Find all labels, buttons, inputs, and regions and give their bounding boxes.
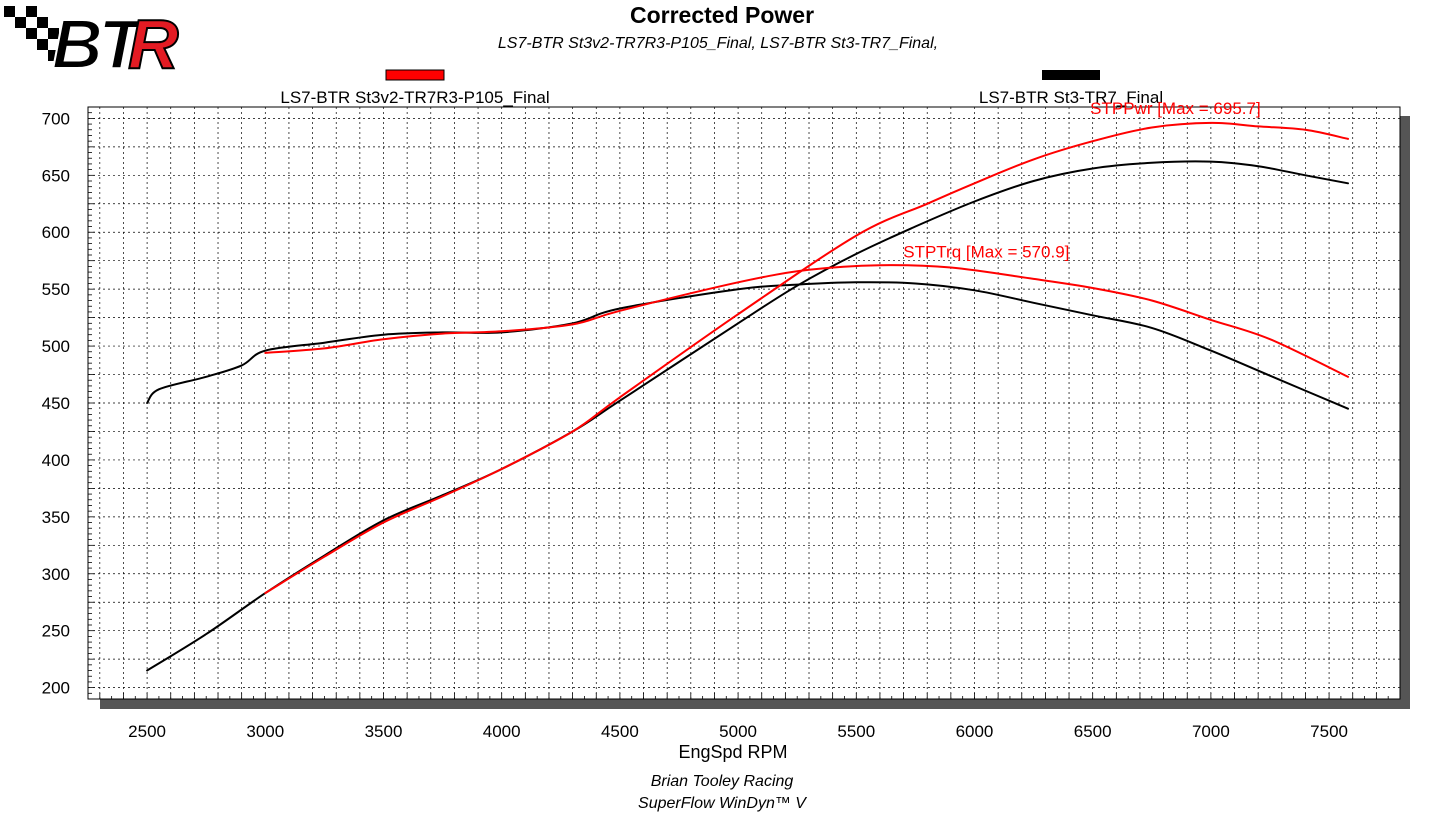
- x-tick-label: 3000: [246, 722, 284, 741]
- btr-logo: BT R: [4, 4, 180, 84]
- logo-letters-bt: BT: [52, 5, 147, 83]
- x-tick-label: 7000: [1192, 722, 1230, 741]
- x-tick-label: 4000: [483, 722, 521, 741]
- series-line-black-stptrq: [146, 281, 1349, 410]
- y-tick-label: 600: [42, 223, 70, 242]
- annotations: STPPwr [Max = 695.7] STPTrq [Max = 570.9]: [903, 99, 1260, 261]
- chart-title: Corrected Power: [630, 2, 814, 28]
- x-axis: 2500 3000 3500 4000 4500 5000 5500 6000 6500 7000…: [128, 722, 1348, 741]
- y-tick-label: 700: [42, 109, 70, 128]
- x-tick-label: 6500: [1074, 722, 1112, 741]
- y-tick-label: 650: [42, 166, 70, 185]
- legend-swatch-red: [385, 69, 445, 81]
- series-lines: [146, 121, 1349, 672]
- y-tick-label: 350: [42, 508, 70, 527]
- legend-entry-black-run: LS7-BTR St3-TR7_Final: [979, 70, 1163, 107]
- x-tick-label: 2500: [128, 722, 166, 741]
- annotation-label: STPPwr [Max = 695.7]: [1090, 99, 1261, 118]
- logo-letter-r: R: [128, 5, 179, 83]
- minor-ticks: [88, 112, 1389, 699]
- y-tick-label: 300: [42, 565, 70, 584]
- grid: [88, 107, 1400, 699]
- x-tick-label: 6000: [956, 722, 994, 741]
- footer-company: Brian Tooley Racing: [651, 773, 794, 790]
- legend-label-black: LS7-BTR St3-TR7_Final: [979, 88, 1163, 107]
- legend-swatch-black: [1042, 70, 1100, 80]
- series-line-red-stppwr: [264, 121, 1349, 595]
- series-line-black-stppwr: [146, 160, 1349, 672]
- y-tick-label: 550: [42, 280, 70, 299]
- x-axis-label: EngSpd RPM: [678, 742, 787, 762]
- chart-subtitle: LS7-BTR St3v2-TR7R3-P105_Final, LS7-BTR …: [498, 35, 938, 52]
- y-tick-label: 200: [42, 679, 70, 698]
- annotation-label: STPTrq [Max = 570.9]: [903, 242, 1069, 261]
- x-tick-label: 5500: [837, 722, 875, 741]
- y-tick-label: 500: [42, 337, 70, 356]
- y-tick-label: 400: [42, 451, 70, 470]
- y-axis: 200 250 300 350 400 450 500 550 600 650 700: [42, 109, 70, 697]
- y-tick-label: 250: [42, 622, 70, 641]
- y-tick-label: 450: [42, 394, 70, 413]
- x-tick-label: 7500: [1310, 722, 1348, 741]
- x-tick-label: 5000: [719, 722, 757, 741]
- x-tick-label: 4500: [601, 722, 639, 741]
- legend-entry-red-run: LS7-BTR St3v2-TR7R3-P105_Final: [280, 69, 550, 107]
- legend-label-red: LS7-BTR St3v2-TR7R3-P105_Final: [280, 88, 549, 107]
- checkered-flag-icon: [4, 6, 59, 61]
- x-tick-label: 3500: [365, 722, 403, 741]
- footer-software: SuperFlow WinDyn™ V: [638, 795, 807, 812]
- legend: LS7-BTR St3v2-TR7R3-P105_Final LS7-BTR S…: [280, 69, 1163, 107]
- series-line-red-stptrq: [264, 264, 1349, 378]
